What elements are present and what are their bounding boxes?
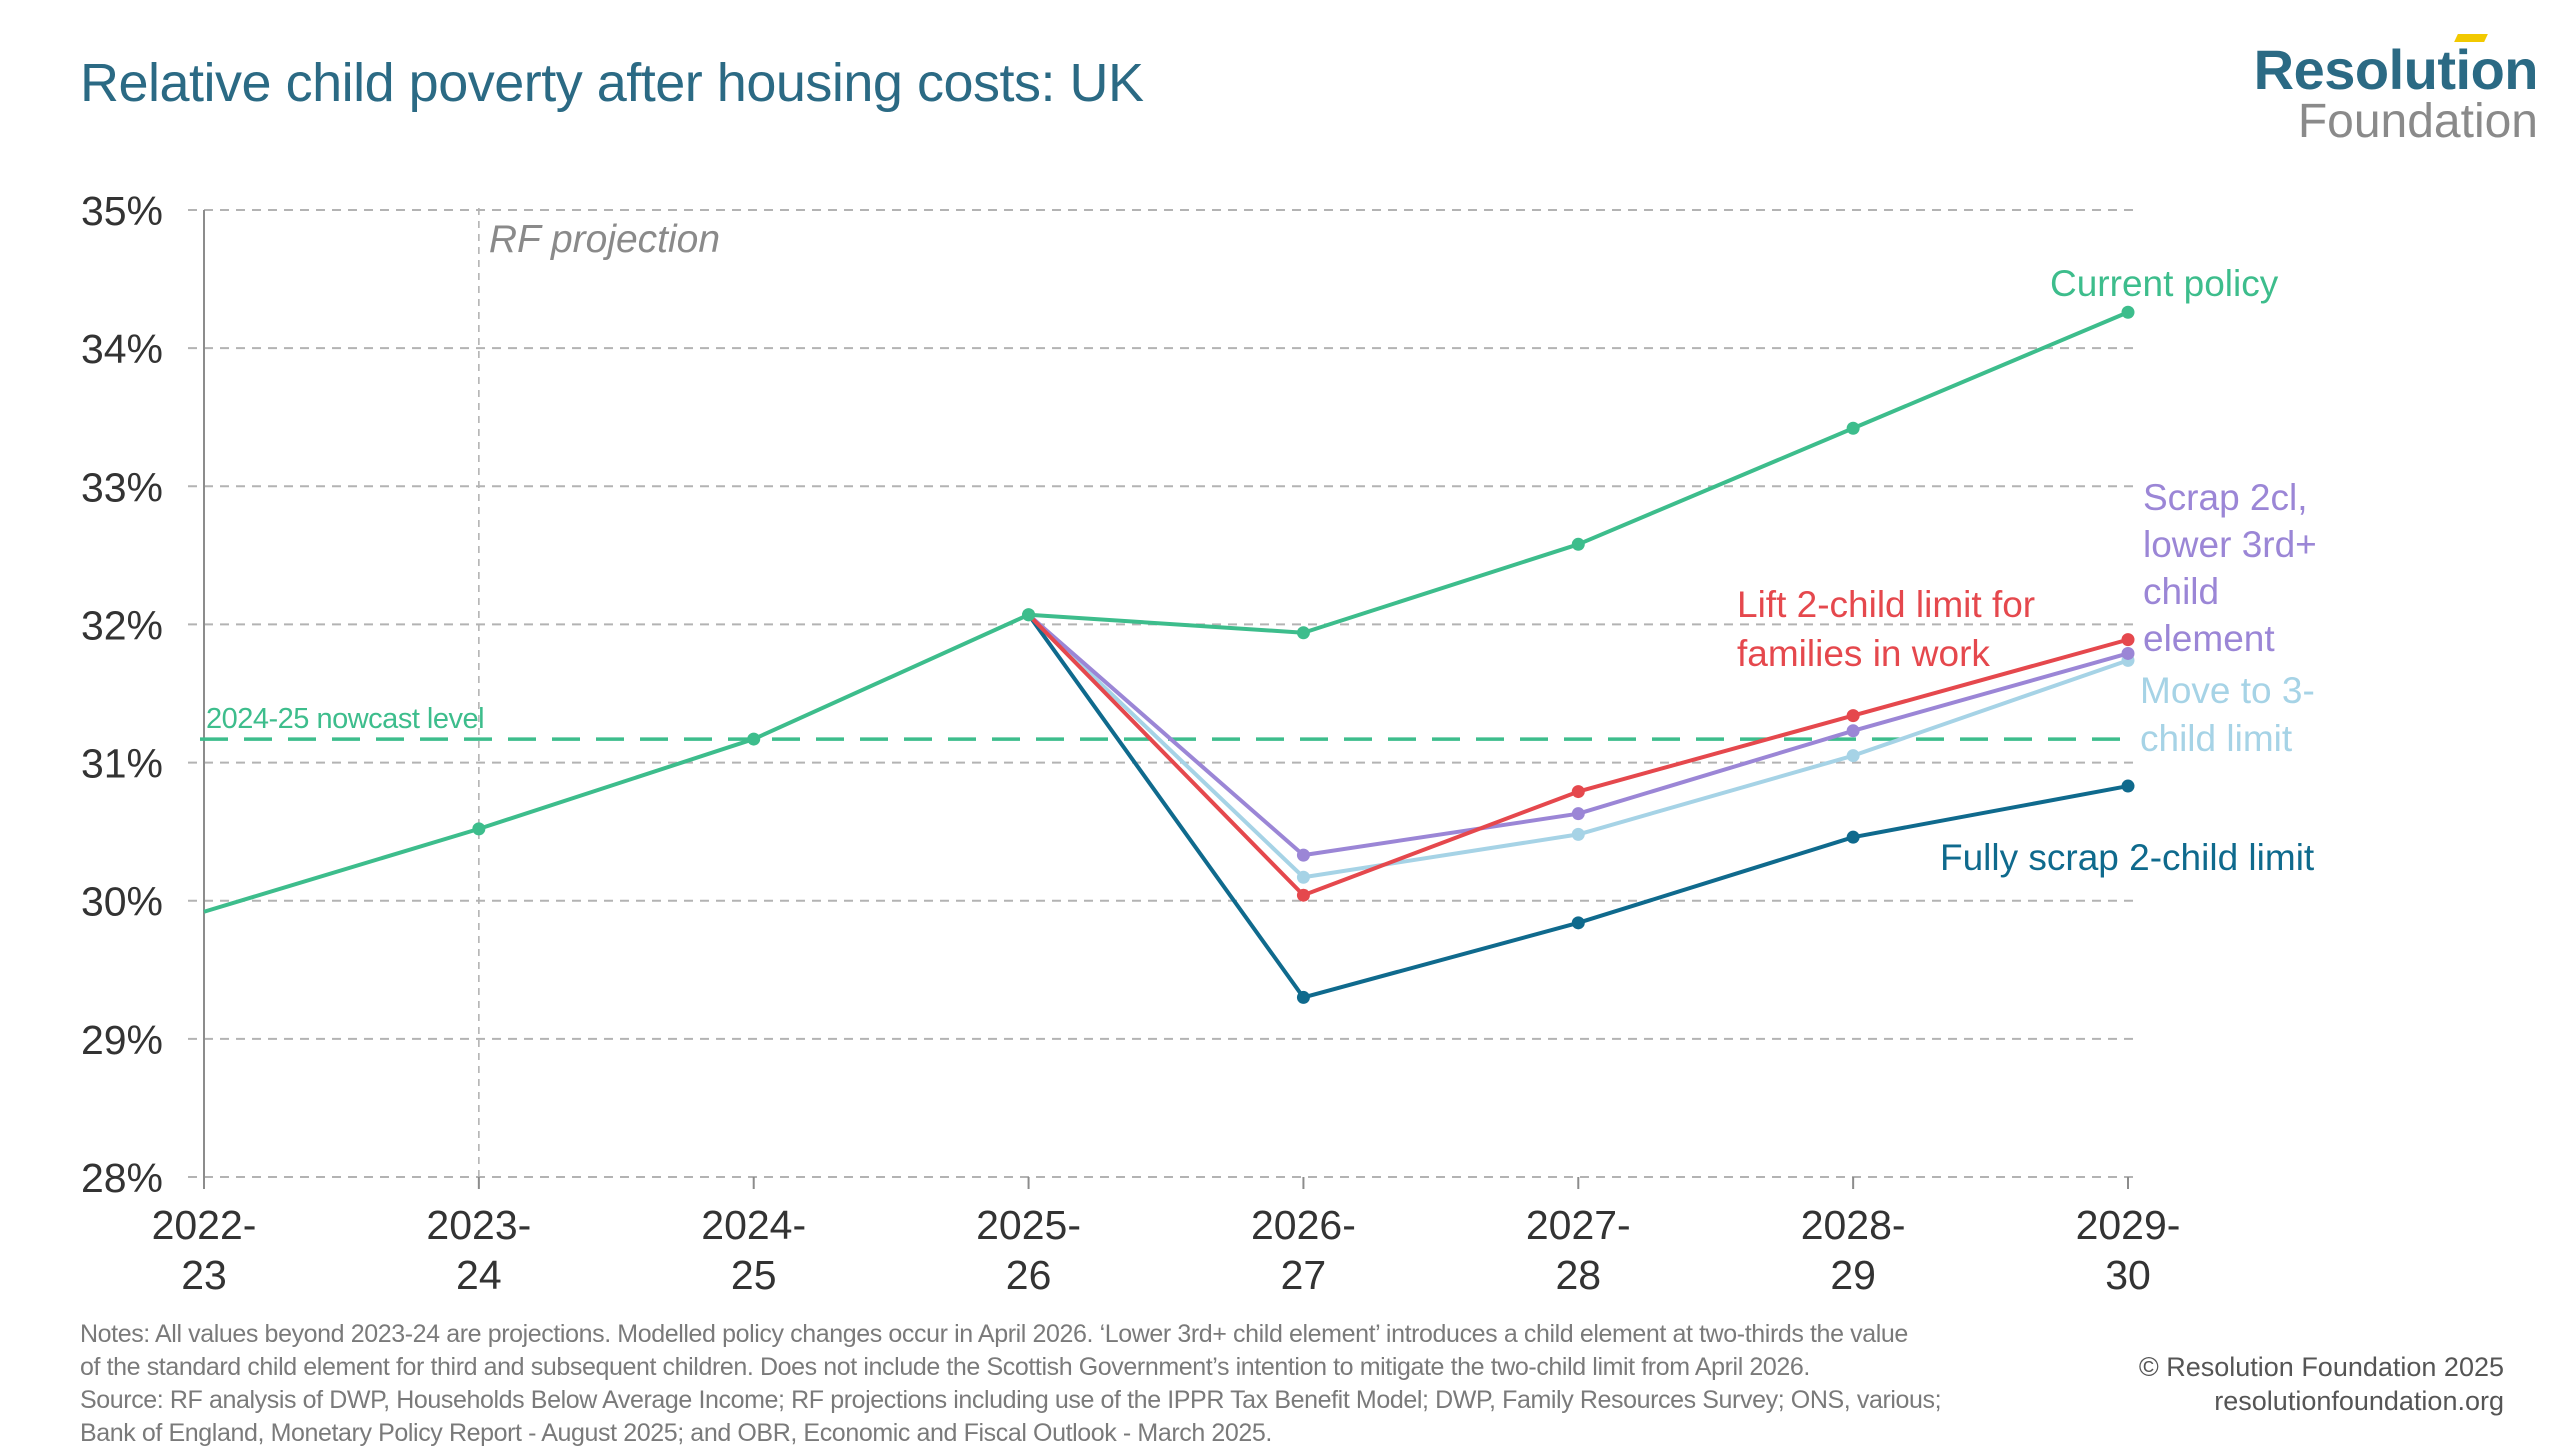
gridlines xyxy=(188,208,2136,1178)
series-label-lift_2cl_in_work: Lift 2-child limit for xyxy=(1737,584,2035,625)
data-point-current_policy xyxy=(1846,421,1860,435)
data-point-move_to_3cl xyxy=(1296,870,1310,884)
data-point-scrap_2cl_lower_3rd xyxy=(1296,848,1310,862)
data-point-scrap_2cl_lower_3rd xyxy=(1571,807,1585,821)
series-label-scrap_2cl_lower_3rd: lower 3rd+ xyxy=(2143,524,2317,565)
x-tick-label: 26 xyxy=(1006,1252,1052,1298)
series-label-move_to_3cl: child limit xyxy=(2140,718,2293,759)
x-tick-label: 28 xyxy=(1555,1252,1601,1298)
data-point-lift_2cl_in_work xyxy=(1296,888,1310,902)
y-tick-label: 35% xyxy=(81,188,163,234)
y-tick-label: 28% xyxy=(81,1155,163,1201)
data-point-fully_scrap_2cl xyxy=(2121,779,2135,793)
x-tick-label: 2026- xyxy=(1251,1202,1356,1248)
y-tick-label: 30% xyxy=(81,879,163,925)
x-tick-label: 2022- xyxy=(152,1202,257,1248)
notes-line: Notes: All values beyond 2023-24 are pro… xyxy=(80,1320,1908,1348)
y-tick-label: 33% xyxy=(81,464,163,510)
data-point-current_policy xyxy=(2121,305,2135,319)
series-labels: RF projection Current policy Lift 2-child … xyxy=(489,218,2317,878)
x-tick-label: 2023- xyxy=(426,1202,531,1248)
series-label-lift_2cl_in_work: families in work xyxy=(1737,633,1990,674)
website-link[interactable]: resolutionfoundation.org xyxy=(2214,1386,2504,1416)
data-point-move_to_3cl xyxy=(1846,749,1860,763)
nowcast-reference-label: 2024-25 nowcast level xyxy=(206,703,484,735)
data-point-lift_2cl_in_work xyxy=(1571,785,1585,799)
x-tick-label: 2024- xyxy=(701,1202,806,1248)
line-chart: 28% 29% 30% 31% 32% 33% 34% 35% 2022-23 2023-24 20… xyxy=(81,188,2317,1298)
data-point-current_policy xyxy=(472,822,486,836)
data-point-scrap_2cl_lower_3rd xyxy=(2121,646,2135,660)
x-tick-label: 2029- xyxy=(2076,1202,2181,1248)
x-tick-label: 23 xyxy=(181,1252,227,1298)
data-point-lift_2cl_in_work xyxy=(2121,633,2135,647)
data-point-current_policy xyxy=(1296,626,1310,640)
y-tick-label: 31% xyxy=(81,741,163,787)
series-label-fully_scrap_2cl: Fully scrap 2-child limit xyxy=(1940,837,2315,878)
data-point-current_policy xyxy=(1022,608,1036,622)
logo-wordmark-resolution: Resolution xyxy=(2254,34,2539,98)
data-point-fully_scrap_2cl xyxy=(1571,916,1585,930)
x-tick-label: 2027- xyxy=(1526,1202,1631,1248)
copyright-block: © Resolution Foundation 2025 resolutionf… xyxy=(2139,1350,2504,1418)
x-tick-label: 27 xyxy=(1281,1252,1327,1298)
series-label-scrap_2cl_lower_3rd: child xyxy=(2143,571,2219,612)
data-point-scrap_2cl_lower_3rd xyxy=(1846,724,1860,738)
y-tick-label: 34% xyxy=(81,326,163,372)
chart-notes: Notes: All values beyond 2023-24 are pro… xyxy=(80,1318,2140,1450)
y-tick-label: 29% xyxy=(81,1017,163,1063)
series-label-current_policy: Current policy xyxy=(2050,263,2279,304)
resolution-foundation-logo: Resolution Foundation xyxy=(2254,34,2539,148)
axes: 28% 29% 30% 31% 32% 33% 34% 35% 2022-23 2023-24 20… xyxy=(81,188,2181,1298)
x-tick-label: 2028- xyxy=(1801,1202,1906,1248)
x-tick-label: 2025- xyxy=(976,1202,1081,1248)
logo-text-resolution: Resolution xyxy=(2253,38,2539,101)
data-point-fully_scrap_2cl xyxy=(1846,830,1860,844)
x-tick-label: 29 xyxy=(1830,1252,1876,1298)
data-point-fully_scrap_2cl xyxy=(1296,990,1310,1004)
series-layer xyxy=(203,305,2135,1004)
series-label-scrap_2cl_lower_3rd: Scrap 2cl, xyxy=(2143,477,2308,518)
series-label-move_to_3cl: Move to 3- xyxy=(2140,670,2315,711)
data-point-current_policy xyxy=(747,732,761,746)
notes-line: Bank of England, Monetary Policy Report … xyxy=(80,1419,1272,1447)
logo-text-foundation: Foundation xyxy=(2297,95,2538,148)
series-label-scrap_2cl_lower_3rd: element xyxy=(2143,618,2275,659)
data-point-current_policy xyxy=(1571,537,1585,551)
x-tick-label: 24 xyxy=(456,1252,502,1298)
data-point-move_to_3cl xyxy=(1571,827,1585,841)
x-tick-label: 30 xyxy=(2105,1252,2151,1298)
series-line-current_policy xyxy=(203,310,2129,914)
copyright-text: © Resolution Foundation 2025 xyxy=(2138,1352,2504,1382)
projection-label: RF projection xyxy=(489,218,720,261)
chart-title: Relative child poverty after housing cos… xyxy=(80,53,1144,113)
x-tick-label: 25 xyxy=(731,1252,777,1298)
data-point-lift_2cl_in_work xyxy=(1846,709,1860,723)
notes-line: of the standard child element for third … xyxy=(80,1353,1810,1381)
notes-line: Source: RF analysis of DWP, Households B… xyxy=(80,1386,1942,1414)
y-tick-label: 32% xyxy=(81,602,163,648)
